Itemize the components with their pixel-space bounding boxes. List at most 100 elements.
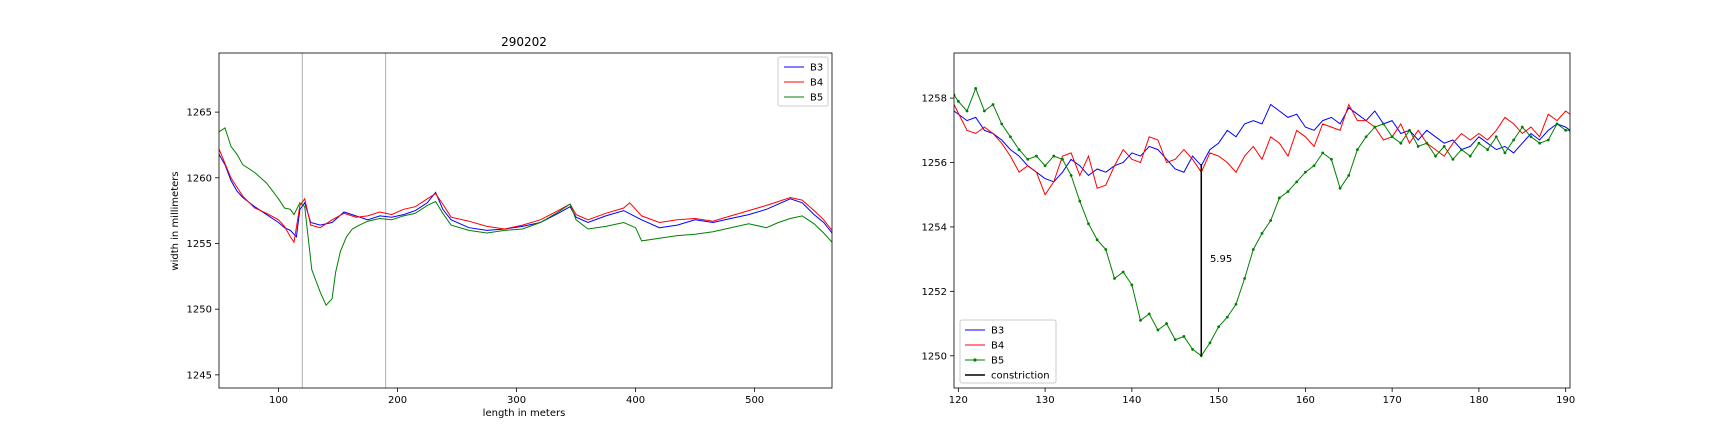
right-legend-label-b4: B4: [991, 341, 1004, 352]
right-x-tick-label: 190: [1556, 395, 1575, 406]
constriction-annotation: 5.95: [1210, 254, 1232, 265]
left-series-b3: [219, 153, 832, 239]
right-b5-marker: [1477, 141, 1481, 145]
left-y-axis-label: width in millimeters: [170, 171, 181, 270]
right-x-tick-label: 130: [1036, 395, 1055, 406]
right-b5-marker: [1104, 248, 1108, 251]
right-legend-label-b5: B5: [991, 356, 1004, 367]
right-b5-marker: [1217, 325, 1221, 329]
right-b5-marker: [1165, 322, 1168, 325]
right-b5-marker: [1460, 148, 1463, 152]
right-b5-marker: [1182, 335, 1186, 338]
right-b5-marker: [1208, 341, 1212, 345]
right-legend-b5-marker: [973, 358, 977, 362]
right-b5-marker: [1434, 154, 1437, 158]
left-legend-label-b3: B3: [810, 63, 823, 74]
left-y-tick-label: 1260: [187, 173, 212, 184]
left-chart-title: 290202: [501, 35, 547, 49]
left-x-tick-label: 200: [388, 395, 407, 406]
right-b5-marker: [1364, 135, 1368, 139]
right-b5-marker: [1234, 302, 1238, 306]
right-b5-marker: [1087, 222, 1090, 226]
left-y-tick-label: 1265: [187, 108, 212, 119]
right-y-tick-label: 1252: [922, 287, 947, 298]
left-series-b4: [219, 148, 832, 244]
right-b5-marker: [1468, 154, 1472, 158]
right-b5-marker: [1312, 164, 1316, 168]
right-b5-marker: [1347, 174, 1351, 177]
right-y-tick-label: 1250: [922, 351, 947, 362]
right-legend-label-b3: B3: [991, 326, 1004, 337]
right-b5-marker: [1303, 170, 1307, 174]
right-b5-marker: [991, 103, 995, 106]
right-b5-marker: [1243, 277, 1247, 280]
right-y-tick-label: 1256: [922, 158, 947, 169]
right-b5-marker: [1520, 125, 1524, 129]
right-b5-marker: [1286, 190, 1290, 193]
right-b5-marker: [1442, 145, 1446, 148]
right-b5-marker: [1555, 122, 1559, 126]
right-b5-marker: [1095, 238, 1099, 242]
right-b5-marker: [1408, 128, 1411, 132]
right-b5-marker: [1277, 196, 1281, 200]
right-b5-marker: [1156, 328, 1160, 332]
right-b5-marker: [974, 87, 978, 90]
right-b5-marker: [1564, 128, 1568, 132]
right-b5-marker: [1486, 148, 1489, 152]
right-x-tick-label: 160: [1296, 395, 1315, 406]
right-x-tick-label: 140: [1122, 395, 1141, 406]
left-y-tick-label: 1245: [187, 370, 212, 381]
left-x-axis-label: length in meters: [483, 408, 566, 419]
right-b5-marker: [1008, 135, 1012, 139]
right-b5-marker: [1061, 157, 1064, 161]
right-plot-frame: [953, 52, 1571, 389]
right-b5-marker: [1373, 125, 1377, 129]
right-b5-marker: [1017, 148, 1021, 152]
right-b5-marker: [1035, 154, 1038, 158]
right-b5-marker: [956, 99, 960, 103]
right-b5-marker: [965, 109, 969, 113]
right-b5-marker: [1494, 135, 1498, 139]
right-b5-marker: [1147, 312, 1151, 316]
right-b5-marker: [1260, 231, 1264, 235]
right-legend-label-constriction: constriction: [991, 371, 1050, 382]
right-b5-marker: [1026, 157, 1030, 161]
left-plot-frame: [218, 52, 833, 389]
right-b5-marker: [1356, 148, 1359, 152]
right-b5-marker: [1546, 138, 1550, 142]
right-b5-marker: [1269, 219, 1273, 222]
right-b5-marker: [1078, 199, 1082, 203]
right-b5-marker: [1000, 122, 1004, 126]
right-b5-marker: [1069, 174, 1073, 177]
right-b5-marker: [1512, 138, 1516, 142]
right-b5-marker: [1130, 283, 1134, 287]
right-legend-box: [959, 319, 1057, 384]
left-y-tick-label: 1255: [187, 239, 212, 250]
left-legend-label-b4: B4: [810, 78, 823, 89]
right-b5-marker: [1390, 135, 1394, 139]
right-x-tick-label: 180: [1469, 395, 1488, 406]
right-x-tick-label: 120: [949, 395, 968, 406]
right-b5-marker: [1538, 141, 1542, 145]
right-b5-marker: [1338, 186, 1342, 190]
right-b5-marker: [1121, 270, 1125, 274]
right-x-tick-label: 150: [1209, 395, 1228, 406]
right-b5-marker: [1173, 338, 1177, 342]
right-b5-marker: [1425, 141, 1429, 145]
right-b5-marker: [1330, 157, 1333, 161]
right-b5-marker: [1321, 151, 1325, 155]
right-b5-marker: [1225, 315, 1229, 319]
left-x-tick-label: 100: [269, 395, 288, 406]
right-series-b3: [954, 103, 1570, 183]
right-b5-marker: [1295, 180, 1299, 184]
left-x-tick-label: 500: [745, 395, 764, 406]
right-b5-marker: [1399, 141, 1403, 145]
right-b5-marker: [982, 109, 986, 113]
right-b5-marker: [1043, 164, 1047, 168]
left-x-tick-label: 400: [626, 395, 645, 406]
right-x-tick-label: 170: [1383, 395, 1402, 406]
right-series-b5: [954, 87, 1570, 357]
right-b5-marker: [1251, 248, 1255, 251]
right-y-tick-label: 1254: [922, 222, 947, 233]
